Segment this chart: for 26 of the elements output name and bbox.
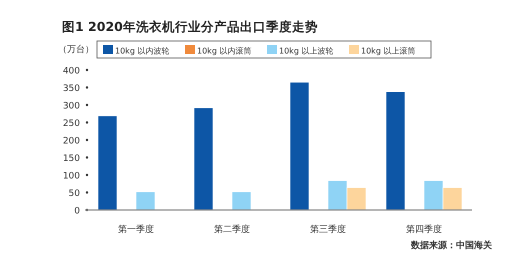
y-tick-label: 150 <box>62 154 80 164</box>
y-tick-label: 50 <box>68 189 80 199</box>
bar <box>386 91 406 210</box>
legend-label: 10kg 以内波轮 <box>115 46 170 56</box>
y-tick-label: 400 <box>62 66 80 76</box>
bar <box>232 192 252 210</box>
x-tick-label: 第一季度 <box>118 224 154 235</box>
legend-label: 10kg 以上波轮 <box>279 46 334 56</box>
y-tick-label: 100 <box>62 172 80 182</box>
legend-label: 10kg 以内滚筒 <box>197 46 252 56</box>
y-tick-label: 300 <box>62 102 80 112</box>
y-tick-label: 350 <box>62 84 80 94</box>
x-tick-label: 第四季度 <box>406 224 442 235</box>
y-axis-title: （万台） <box>58 44 94 55</box>
chart-title: 图1 2020年洗衣机行业分产品出口季度走势 <box>62 19 318 34</box>
bar <box>194 108 214 210</box>
y-tick-label: 250 <box>62 119 80 129</box>
bar <box>136 192 156 210</box>
x-tick-label: 第二季度 <box>214 224 250 235</box>
bar <box>290 82 310 210</box>
source-note: 数据来源：中国海关 <box>410 240 493 251</box>
y-tick-label: 0 <box>74 206 80 216</box>
bar <box>98 116 118 210</box>
x-tick-label: 第三季度 <box>310 224 346 235</box>
y-tick-label: 200 <box>62 136 80 146</box>
legend-label: 10kg 以上滚筒 <box>361 46 416 56</box>
